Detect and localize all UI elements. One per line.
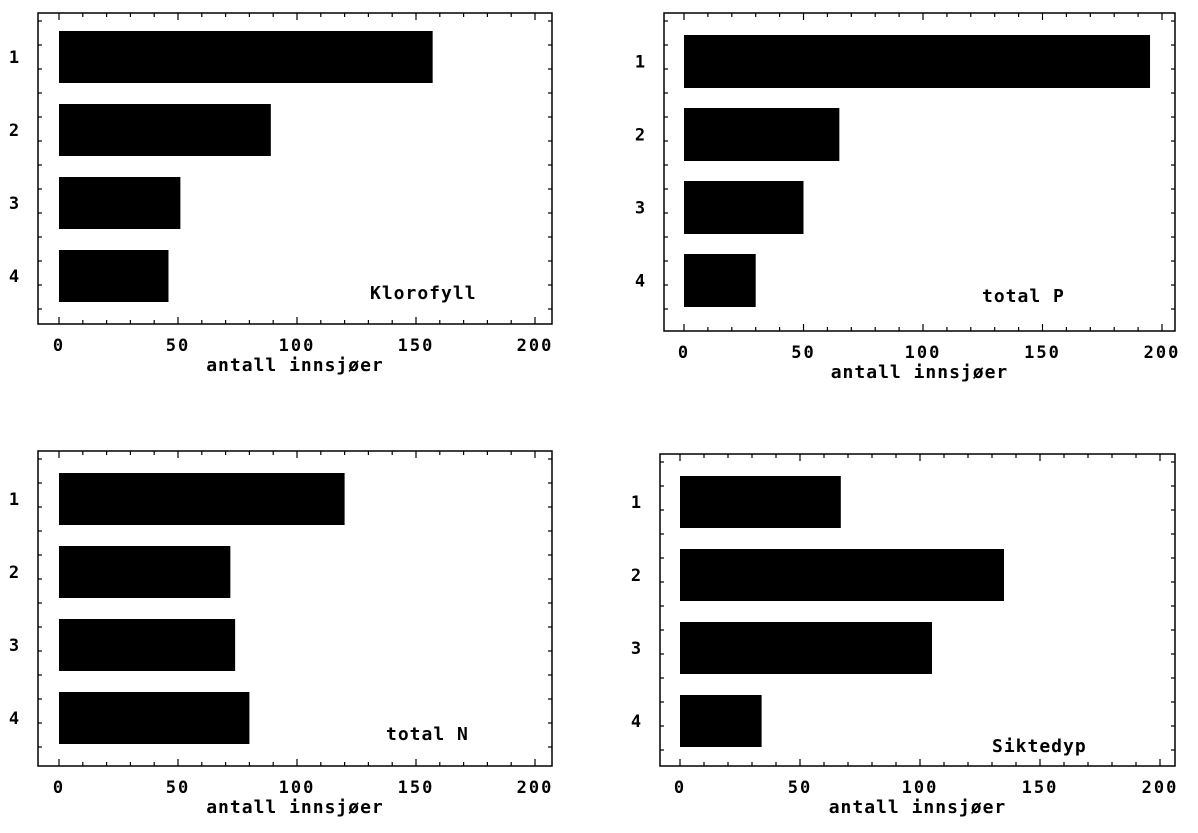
bar-2 (59, 104, 271, 156)
panel-annotation: Siktedyp (992, 736, 1087, 757)
category-label: 2 (635, 126, 645, 146)
chart-panel-2: 0 50 100 150 200 antall innsjøer 1 2 3 4 total P (635, 12, 1181, 383)
x-tick-label: 50 (166, 778, 190, 798)
bar-1 (59, 31, 433, 83)
x-tick-label: 100 (902, 778, 939, 798)
category-label: 4 (9, 267, 19, 287)
x-axis-label: antall innsjøer (206, 797, 384, 818)
x-tick-label: 100 (279, 778, 316, 798)
x-tick-label: 0 (678, 343, 690, 363)
bar-2 (59, 546, 231, 598)
x-axis-label: antall innsjøer (206, 355, 384, 376)
x-axis-label: antall innsjøer (831, 362, 1009, 383)
x-tick-label: 100 (905, 343, 942, 363)
category-label: 3 (9, 194, 19, 214)
bar-1 (680, 476, 841, 528)
category-label: 3 (9, 636, 19, 656)
bar-2 (684, 108, 840, 161)
bar-4 (59, 250, 169, 302)
category-label: 4 (631, 712, 641, 732)
x-tick-label: 0 (674, 778, 686, 798)
x-tick-label: 200 (517, 336, 554, 356)
bar-3 (684, 181, 804, 234)
x-tick-label: 150 (1022, 778, 1059, 798)
panel-annotation: total N (386, 724, 469, 745)
x-tick-label: 200 (517, 778, 554, 798)
x-tick-label: 0 (53, 778, 65, 798)
x-tick-label: 150 (398, 336, 435, 356)
bar-3 (59, 177, 181, 229)
x-tick-label: 50 (791, 343, 815, 363)
category-label: 4 (635, 272, 645, 292)
category-label: 1 (635, 53, 645, 73)
bar-4 (59, 692, 250, 744)
bar-3 (680, 622, 932, 674)
chart-panel-1: 0 50 100 150 200 antall innsjøer 1 2 3 4 Klorofyll (9, 12, 554, 376)
x-tick-label: 50 (788, 778, 812, 798)
bar-1 (59, 473, 345, 525)
category-label: 1 (9, 490, 19, 510)
x-tick-label: 200 (1144, 343, 1181, 363)
bar-3 (59, 619, 236, 671)
category-label: 4 (9, 709, 19, 729)
plot-frame (659, 453, 1176, 767)
chart-panel-3: 0 50 100 150 200 antall innsjøer 1 2 3 4 total N (9, 450, 554, 818)
category-label: 2 (9, 121, 19, 141)
plot-frame (37, 12, 553, 325)
panel-annotation: total P (982, 286, 1065, 307)
x-tick-label: 0 (53, 336, 65, 356)
x-tick-label: 200 (1142, 778, 1179, 798)
category-label: 1 (9, 48, 19, 68)
chart-panel-4: 0 50 100 150 200 antall innsjøer 1 2 3 4 Siktedyp (631, 453, 1179, 818)
x-tick-label: 150 (398, 778, 435, 798)
category-label: 2 (631, 566, 641, 586)
x-tick-label: 150 (1024, 343, 1061, 363)
bar-4 (684, 254, 756, 307)
category-label: 2 (9, 563, 19, 583)
bar-4 (680, 695, 762, 747)
plot-frame (663, 12, 1176, 332)
x-tick-label: 50 (166, 336, 190, 356)
x-axis-label: antall innsjøer (829, 797, 1007, 818)
category-label: 3 (635, 199, 645, 219)
category-label: 1 (631, 493, 641, 513)
plot-frame (37, 450, 553, 767)
panel-annotation: Klorofyll (370, 283, 477, 304)
bar-2 (680, 549, 1004, 601)
x-tick-label: 100 (279, 336, 316, 356)
category-label: 3 (631, 639, 641, 659)
bar-1 (684, 35, 1151, 88)
